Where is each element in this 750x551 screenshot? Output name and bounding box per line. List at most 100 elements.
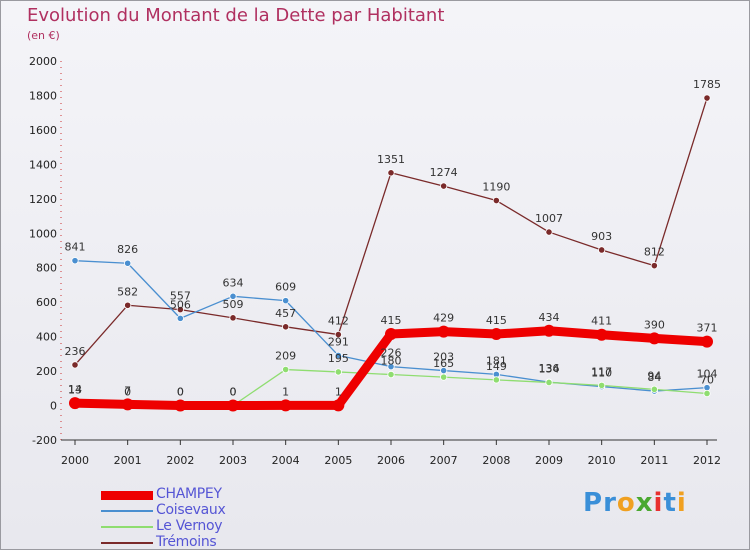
y-tick-label: 600 bbox=[36, 296, 57, 309]
data-point-levernoy bbox=[440, 373, 448, 381]
data-point-champey bbox=[385, 328, 397, 341]
data-point-levernoy bbox=[492, 376, 500, 384]
x-tick-label: 2007 bbox=[430, 454, 458, 467]
line-chart: -200020040060080010001200140016001800200… bbox=[29, 55, 721, 467]
data-label-coisevaux: 609 bbox=[275, 281, 296, 294]
y-tick-label: 1600 bbox=[29, 124, 57, 137]
data-label-trmoins: 1785 bbox=[693, 78, 721, 91]
x-tick-label: 2010 bbox=[588, 454, 616, 467]
data-label-trmoins: 509 bbox=[223, 298, 244, 311]
logo-letter: i bbox=[653, 488, 664, 518]
data-label-levernoy: 0 bbox=[124, 386, 131, 399]
y-tick-label: -200 bbox=[32, 434, 57, 447]
data-label-trmoins: 1274 bbox=[430, 166, 458, 179]
data-point-trmoins bbox=[334, 330, 342, 339]
data-label-champey: 411 bbox=[591, 315, 612, 328]
data-label-levernoy: 117 bbox=[591, 365, 612, 378]
y-tick-label: 1000 bbox=[29, 227, 57, 240]
data-point-trmoins bbox=[176, 305, 184, 314]
y-tick-label: 800 bbox=[36, 262, 57, 275]
data-label-trmoins: 1351 bbox=[377, 153, 405, 166]
logo-letter: i bbox=[676, 488, 687, 518]
data-label-coisevaux: 181 bbox=[486, 354, 507, 367]
legend-swatch-champey bbox=[101, 490, 153, 500]
data-label-trmoins: 557 bbox=[170, 290, 191, 303]
data-label-levernoy: 134 bbox=[539, 362, 560, 375]
legend-label-coisevaux: Coisevaux bbox=[156, 502, 226, 518]
data-label-coisevaux: 136 bbox=[539, 362, 560, 375]
data-label-coisevaux: 841 bbox=[65, 241, 86, 254]
data-point-trmoins bbox=[703, 94, 711, 102]
x-tick-label: 2005 bbox=[324, 454, 352, 467]
data-point-champey bbox=[121, 398, 134, 411]
y-tick-label: 1400 bbox=[29, 158, 57, 171]
data-label-coisevaux: 634 bbox=[223, 276, 244, 289]
data-point-trmoins bbox=[440, 182, 448, 190]
data-label-levernoy: 195 bbox=[328, 352, 349, 365]
data-label-champey: 390 bbox=[644, 318, 665, 331]
series-layer bbox=[69, 94, 713, 412]
y-tick-label: 400 bbox=[36, 331, 57, 344]
data-point-champey bbox=[543, 324, 555, 337]
y-tick-label: 1200 bbox=[29, 193, 57, 206]
data-point-levernoy bbox=[282, 365, 290, 374]
legend: CHAMPEY Coisevaux Le Vernoy Trémoins bbox=[101, 486, 261, 551]
x-tick-label: 2004 bbox=[272, 454, 300, 467]
data-label-coisevaux: 110 bbox=[591, 367, 612, 380]
data-label-trmoins: 236 bbox=[65, 345, 86, 358]
legend-swatch-trmoins bbox=[101, 542, 153, 544]
data-label-champey: 429 bbox=[433, 312, 454, 325]
data-label-champey: 0 bbox=[230, 386, 237, 399]
data-point-trmoins bbox=[492, 196, 500, 205]
x-tick-label: 2012 bbox=[693, 454, 721, 467]
data-point-levernoy bbox=[387, 370, 395, 379]
data-point-coisevaux bbox=[176, 314, 184, 322]
data-point-champey bbox=[332, 399, 345, 412]
data-label-levernoy: 13 bbox=[68, 383, 82, 396]
x-tick-label: 2002 bbox=[166, 454, 194, 467]
data-point-champey bbox=[648, 332, 661, 345]
data-point-trmoins bbox=[545, 228, 553, 236]
data-label-champey: 14 bbox=[68, 383, 82, 396]
data-point-coisevaux bbox=[71, 257, 79, 265]
legend-item-levernoy: Le Vernoy bbox=[101, 518, 261, 535]
data-point-coisevaux bbox=[229, 292, 237, 300]
chart-subtitle: (en €) bbox=[27, 29, 60, 42]
data-label-levernoy: 149 bbox=[486, 360, 507, 373]
x-tick-label: 2008 bbox=[482, 454, 510, 467]
x-tick-label: 2011 bbox=[640, 454, 668, 467]
data-label-champey: 415 bbox=[486, 314, 507, 327]
data-point-trmoins bbox=[650, 262, 658, 270]
logo-letter: P bbox=[583, 488, 604, 518]
data-label-champey: 371 bbox=[697, 322, 718, 335]
data-label-champey: 415 bbox=[381, 314, 402, 327]
data-point-champey bbox=[701, 335, 713, 348]
legend-item-champey: CHAMPEY bbox=[101, 486, 261, 503]
data-label-levernoy: 180 bbox=[381, 355, 402, 368]
data-label-levernoy: 70 bbox=[700, 373, 714, 386]
x-tick-label: 2001 bbox=[114, 454, 142, 467]
data-point-levernoy bbox=[650, 385, 658, 393]
logo-letter: t bbox=[663, 488, 677, 518]
data-label-champey: 0 bbox=[177, 386, 184, 399]
data-point-coisevaux bbox=[334, 351, 342, 360]
data-label-champey: 434 bbox=[539, 311, 560, 324]
data-point-trmoins bbox=[124, 301, 132, 309]
data-point-champey bbox=[279, 399, 292, 412]
data-point-coisevaux bbox=[282, 297, 290, 305]
x-tick-label: 2000 bbox=[61, 454, 89, 467]
logo-letter: r bbox=[603, 488, 617, 518]
data-label-champey: 7 bbox=[124, 384, 131, 397]
logo-letter: o bbox=[616, 488, 636, 518]
data-label-coisevaux: 84 bbox=[647, 371, 661, 384]
x-tick-label: 2009 bbox=[535, 454, 563, 467]
legend-label-trmoins: Trémoins bbox=[156, 534, 217, 550]
data-label-trmoins: 903 bbox=[591, 230, 612, 243]
legend-item-coisevaux: Coisevaux bbox=[101, 502, 261, 519]
data-point-coisevaux bbox=[124, 259, 132, 267]
data-point-champey bbox=[595, 328, 608, 341]
data-point-trmoins bbox=[387, 169, 395, 177]
data-point-trmoins bbox=[282, 323, 290, 331]
data-label-coisevaux: 104 bbox=[697, 368, 718, 381]
